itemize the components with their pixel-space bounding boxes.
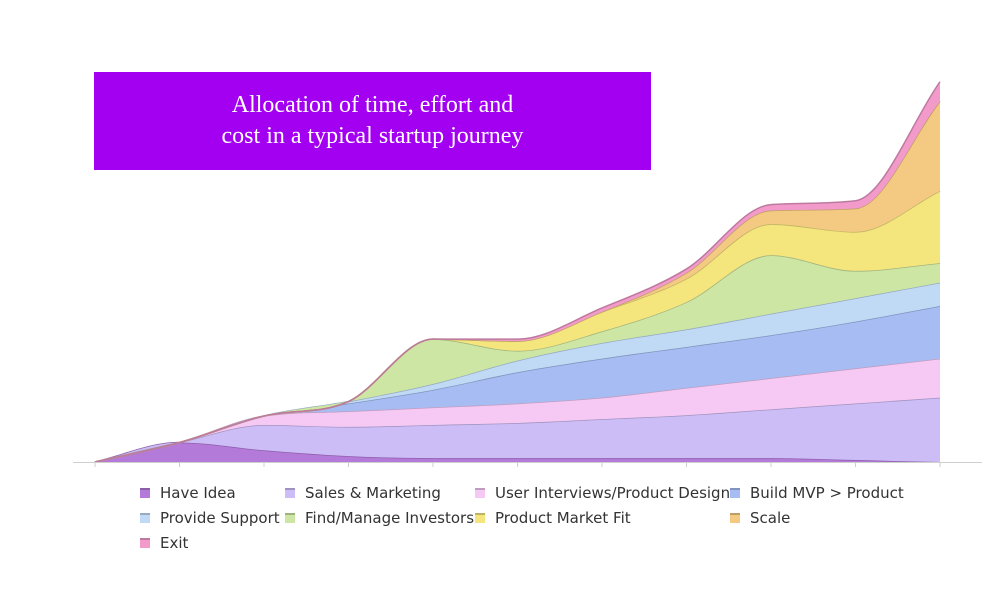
legend-item: Product Market Fit <box>475 509 631 527</box>
area-product-market-fit <box>95 190 940 462</box>
legend-label: Scale <box>750 509 791 527</box>
area-sales-marketing <box>95 397 940 462</box>
areas-layer <box>94 81 941 463</box>
legend-swatch <box>285 488 295 498</box>
legend-swatch <box>475 513 485 523</box>
legend-item: Sales & Marketing <box>285 484 441 502</box>
legend-label: User Interviews/Product Design <box>495 484 731 502</box>
chart-title-line-2: cost in a typical startup journey <box>221 123 524 149</box>
legend-label: Build MVP > Product <box>750 484 904 502</box>
legend-item: User Interviews/Product Design <box>475 484 730 502</box>
chart-title-line-1: Allocation of time, effort and <box>231 92 514 118</box>
area-have-idea <box>95 442 940 462</box>
legend-label: Find/Manage Investors <box>305 509 475 527</box>
legend-item: Build MVP > Product <box>730 484 904 502</box>
legend-swatch <box>285 513 295 523</box>
legend-label: Sales & Marketing <box>305 484 441 502</box>
legend-label: Product Market Fit <box>495 509 631 527</box>
legend-swatch <box>730 513 740 523</box>
legend-label: Provide Support <box>160 509 280 527</box>
legend-swatch <box>475 488 485 498</box>
area-build-mvp-product <box>95 306 940 462</box>
legend-label: Exit <box>160 534 189 552</box>
legend-item: Have Idea <box>140 484 236 502</box>
x-axis <box>73 462 982 467</box>
legend-item: Find/Manage Investors <box>285 509 474 527</box>
legend-item: Exit <box>140 534 188 552</box>
area-user-interviews-product-design <box>95 358 940 462</box>
legend-label: Have Idea <box>160 484 236 502</box>
line-exit <box>94 81 941 463</box>
legend-item: Provide Support <box>140 509 280 527</box>
legend-swatch <box>140 538 150 548</box>
area-provide-support <box>95 282 940 462</box>
legend-swatch <box>140 513 150 523</box>
chart-title-box: Allocation of time, effort and cost in a… <box>94 72 651 170</box>
legend-item: Scale <box>730 509 790 527</box>
legend-swatch <box>730 488 740 498</box>
legend-swatch <box>140 488 150 498</box>
